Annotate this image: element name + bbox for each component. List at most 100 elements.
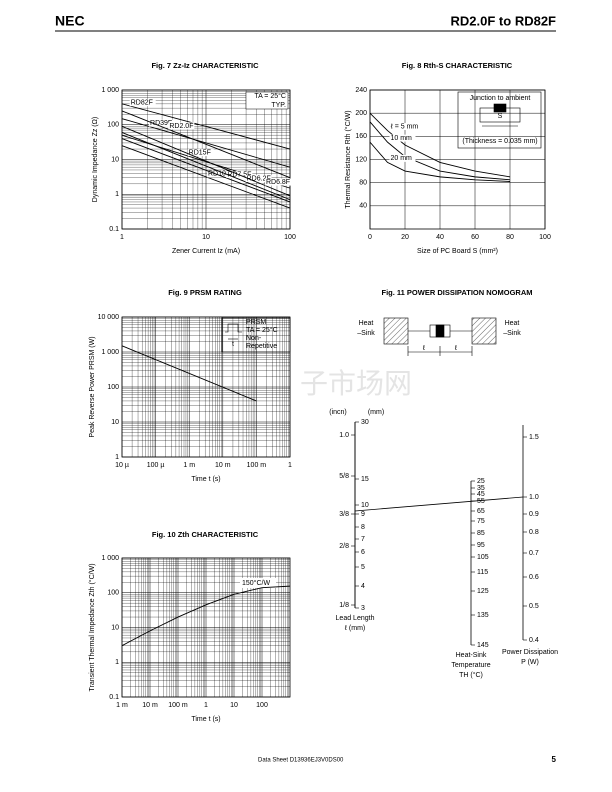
series-label-bg	[168, 122, 195, 130]
power-label: 0.6	[529, 574, 539, 581]
scale-caption: P (W)	[521, 659, 539, 666]
annotation: TA = 25°C	[254, 92, 286, 100]
heat-sink-temp-label: 95	[477, 542, 485, 549]
annotation: PRSM	[246, 319, 266, 326]
power-label: 1.5	[529, 434, 539, 441]
y-tick-label: 0.1	[109, 226, 119, 233]
data-line	[121, 145, 291, 209]
power-label: 0.8	[529, 529, 539, 536]
x-tick-label: 10 µ	[115, 462, 129, 469]
chart-title: Fig. 10 Zth CHARACTERISTIC	[152, 530, 259, 539]
series-label: RD15F	[189, 149, 211, 156]
x-axis-label: Zener Current Iz (mA)	[172, 248, 240, 255]
x-axis-label: Size of PC Board S (mm²)	[417, 248, 498, 255]
y-tick-label: 100	[107, 590, 119, 597]
x-tick-label: 10	[230, 702, 238, 709]
chart-title: Fig. 8 Rth-S CHARACTERISTIC	[402, 61, 513, 70]
x-tick-label: 0	[368, 234, 372, 241]
lead-inch-label: 2/8	[339, 543, 349, 550]
series-label-bg	[129, 99, 156, 107]
heat-sink-temp-label: 55	[477, 498, 485, 505]
y-tick-label: 10	[111, 419, 119, 426]
annotation: TA = 25°C	[246, 326, 278, 334]
y-tick-label: 240	[355, 87, 367, 94]
series-label: 20 mm	[391, 155, 413, 162]
y-axis-label: Transient Thermal Impedance Zth (°C/W)	[88, 563, 96, 691]
heat-sink-drawing	[383, 317, 497, 356]
heat-sink-temp-label: 25	[477, 478, 485, 485]
y-tick-label: 1 000	[101, 349, 119, 356]
x-tick-label: 10 m	[215, 462, 231, 469]
annotation: 150°C/W	[242, 579, 270, 587]
y-tick-label: 1 000	[101, 87, 119, 94]
lead-mm-label: 15	[361, 476, 369, 483]
chart-title: Fig. 9 PRSM RATING	[168, 288, 242, 297]
power-label: 1.0	[529, 494, 539, 501]
heat-sink-temp-label: 115	[477, 569, 488, 576]
annotation: TYP.	[271, 102, 286, 109]
data-line	[121, 138, 291, 203]
x-tick-label: 1	[288, 462, 292, 469]
lead-symbol: ℓ	[454, 345, 458, 352]
power-label: 0.9	[529, 511, 539, 518]
y-tick-label: 40	[359, 203, 367, 210]
series-label-bg	[389, 123, 416, 131]
y-axis-label: Peak Reverse Power PRSM (W)	[89, 336, 96, 437]
watermark: 子市场网	[300, 367, 412, 400]
series-label: RD82F	[131, 99, 153, 106]
y-tick-label: 100	[107, 384, 119, 391]
heat-sink-temp-label: 105	[477, 554, 489, 561]
data-line	[121, 345, 257, 402]
lead-mm-label: 10	[361, 502, 369, 509]
x-tick-label: 80	[506, 234, 514, 241]
inset-drawing	[457, 91, 542, 149]
nomogram-title: Fig. 11 POWER DISSIPATION NOMOGRAM	[382, 288, 533, 297]
x-tick-label: 60	[471, 234, 479, 241]
brand: NEC	[55, 13, 85, 29]
y-tick-label: 100	[107, 122, 119, 129]
series-label: RD6.8F	[266, 179, 290, 186]
scale-caption: Temperature	[451, 662, 490, 669]
data-line	[369, 141, 511, 182]
x-tick-label: 1 m	[183, 462, 195, 469]
nomogram-example-line	[354, 496, 524, 512]
series-label: ℓ = 5 mm	[390, 123, 419, 130]
y-tick-label: 1	[115, 191, 119, 198]
footer-doc: Data Sheet D13936EJ3V0DS00	[258, 758, 344, 764]
heat-sink-temp-label: 145	[477, 642, 489, 649]
lead-mm-label: 7	[361, 536, 365, 543]
annotation: Repetitive	[246, 343, 277, 350]
data-line	[121, 103, 291, 150]
series-label: RD6.2F	[247, 175, 271, 182]
x-tick-label: 100 µ	[147, 462, 165, 469]
x-tick-label: 20	[401, 234, 409, 241]
y-axis-label: Thermal Resistance Rth (°C/W)	[344, 110, 352, 208]
annotation: Junction to ambient	[470, 95, 531, 102]
x-tick-label: 100 m	[168, 702, 188, 709]
heat-sink-temp-label: 135	[477, 612, 489, 619]
y-tick-label: 10	[111, 624, 119, 631]
scale-caption: Lead Length	[336, 615, 375, 622]
power-label: 0.7	[529, 550, 539, 557]
lead-symbol: ℓ	[422, 345, 426, 352]
annotation: S	[498, 113, 503, 120]
chart-title: Fig. 7 Zz-Iz CHARACTERISTIC	[151, 61, 259, 70]
scale-caption: TH (°C)	[459, 671, 483, 679]
header-title: RD2.0F to RD82F	[451, 13, 557, 28]
unit-label: (mm)	[368, 409, 384, 416]
lead-inch-label: 1.0	[339, 432, 349, 439]
heat-sink-temp-label: 85	[477, 530, 485, 537]
data-line	[121, 132, 291, 201]
series-label: RD2.0F	[169, 123, 193, 130]
scale-caption: Heat-Sink	[456, 652, 487, 659]
series-label-bg	[264, 178, 291, 186]
y-tick-label: 1	[115, 659, 119, 666]
page-number: 5	[552, 755, 557, 764]
data-line	[121, 110, 291, 179]
series-label: RD39F	[150, 120, 172, 127]
y-tick-label: 10	[111, 156, 119, 163]
series-label-bg	[245, 174, 272, 182]
x-tick-label: 1	[204, 702, 208, 709]
x-axis-label: Time t (s)	[191, 476, 220, 483]
series-label: 10 mm	[391, 135, 413, 142]
